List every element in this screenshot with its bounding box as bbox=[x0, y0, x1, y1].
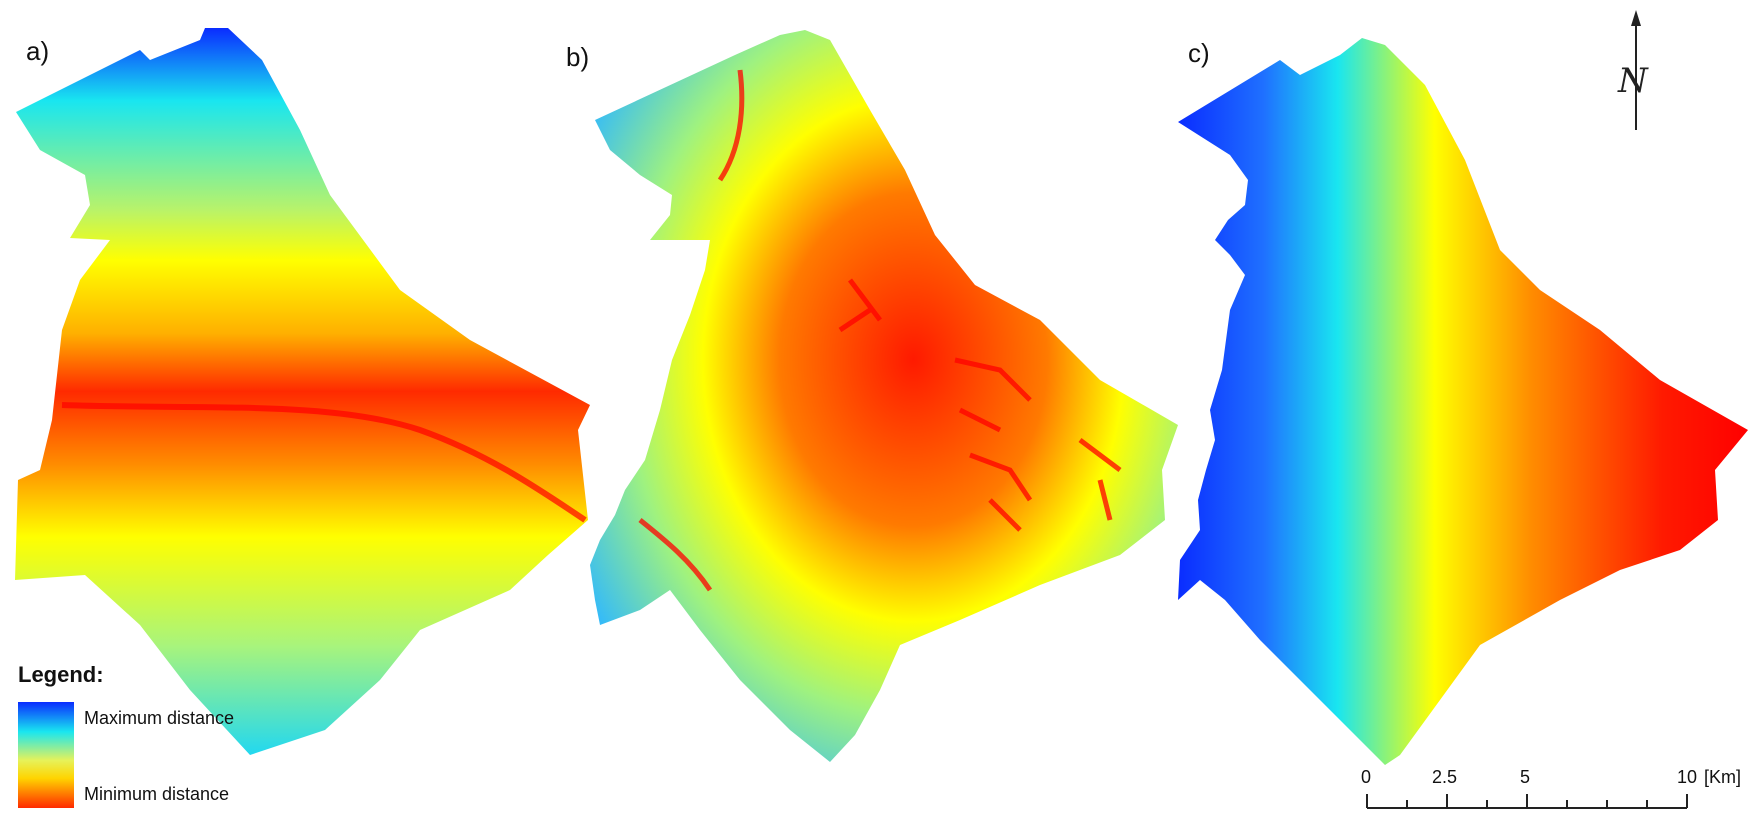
region-shape-c bbox=[1178, 38, 1748, 765]
scale-unit-label: [Km] bbox=[1704, 767, 1741, 787]
north-arrow-head-icon bbox=[1631, 10, 1641, 26]
scale-tick-label-10: 10 bbox=[1677, 767, 1697, 787]
legend-min-label: Minimum distance bbox=[84, 784, 229, 804]
panel-label-c: c) bbox=[1188, 38, 1210, 68]
min-distance-lines-b bbox=[638, 69, 1122, 592]
panel-label-a: a) bbox=[26, 36, 49, 66]
scale-tick-label-0: 0 bbox=[1361, 767, 1371, 787]
panel-label-b: b) bbox=[566, 42, 589, 72]
legend-color-ramp bbox=[18, 702, 74, 808]
legend-title: Legend: bbox=[18, 662, 104, 687]
legend-max-label: Maximum distance bbox=[84, 708, 234, 728]
scale-tick-label-2-5: 2.5 bbox=[1432, 767, 1457, 787]
map-panel-a: a) bbox=[15, 28, 590, 755]
scale-bar: 0 2.5 5 10 [Km] bbox=[1361, 767, 1741, 809]
north-arrow-letter: N bbox=[1617, 61, 1649, 101]
region-shape-a bbox=[15, 28, 590, 755]
map-panel-c: c) bbox=[1178, 38, 1748, 765]
region-shape-b bbox=[590, 30, 1178, 762]
map-panel-b: b) bbox=[566, 30, 1178, 762]
scale-tick-label-5: 5 bbox=[1520, 767, 1530, 787]
north-arrow: N bbox=[1617, 10, 1649, 130]
legend: Legend: Maximum distance Minimum distanc… bbox=[18, 662, 234, 808]
min-distance-line-a bbox=[61, 402, 587, 523]
